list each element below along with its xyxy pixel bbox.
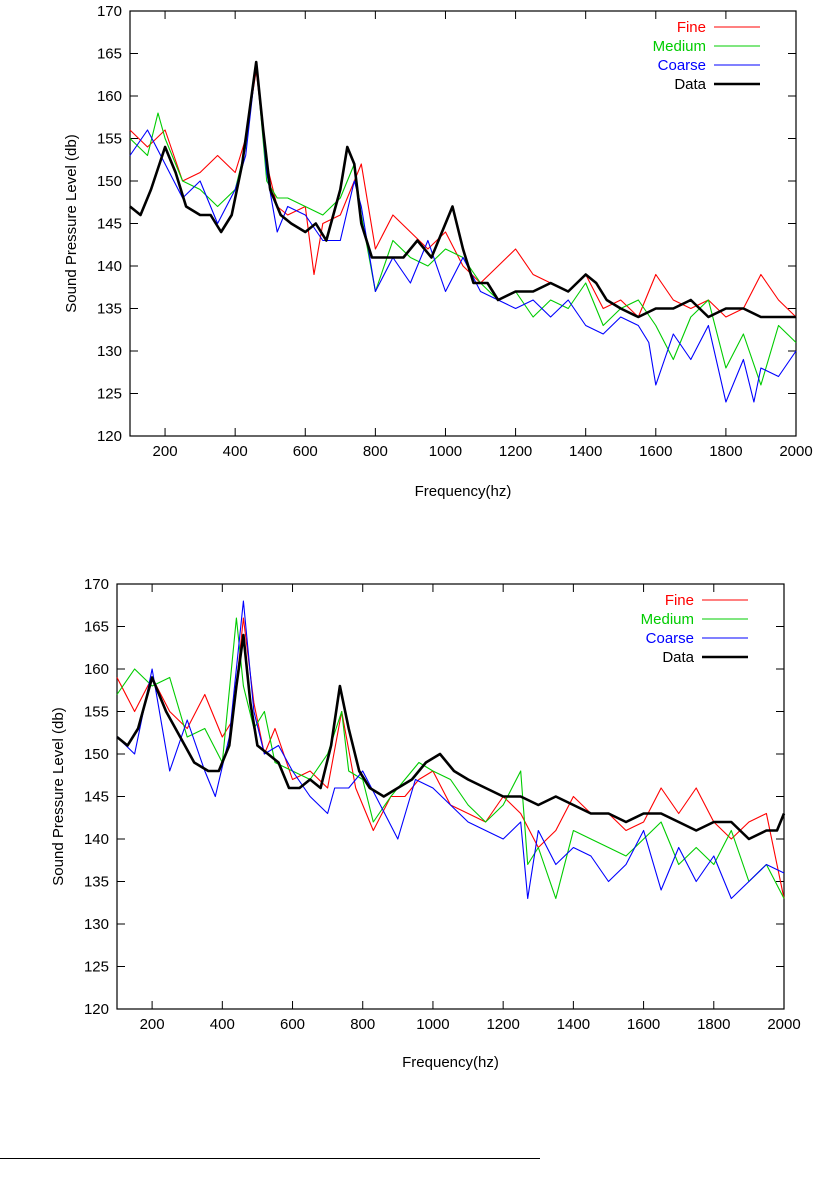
- x-tick-label: 1400: [569, 443, 602, 460]
- y-tick-label: 120: [84, 1001, 109, 1018]
- y-axis-title: Sound Pressure Level (db): [63, 134, 80, 312]
- x-tick-label: 1000: [416, 1016, 449, 1033]
- y-tick-label: 125: [84, 959, 109, 976]
- legend-label-fine: Fine: [665, 592, 694, 609]
- series-line-medium: [129, 61, 797, 386]
- x-tick-label: 1000: [429, 443, 462, 460]
- y-tick-label: 160: [84, 661, 109, 678]
- x-tick-label: 400: [210, 1016, 235, 1033]
- y-tick-label: 170: [97, 3, 122, 20]
- y-tick-label: 135: [84, 874, 109, 891]
- y-tick-label: 145: [97, 216, 122, 233]
- x-tick-label: 1400: [557, 1016, 590, 1033]
- x-axis-title: Frequency(hz): [415, 483, 512, 500]
- plot-frame: [116, 583, 785, 1010]
- series-line-fine: [129, 69, 797, 318]
- y-tick-label: 150: [84, 746, 109, 763]
- series-line-data: [116, 633, 786, 841]
- x-tick-label: 800: [363, 443, 388, 460]
- x-tick-label: 1600: [639, 443, 672, 460]
- y-tick-label: 120: [97, 428, 122, 445]
- legend-label-coarse: Coarse: [658, 57, 706, 74]
- chart-1: 120 125 130 135 140 145 150 155 160 165 170 200 400 6…: [63, 3, 813, 500]
- x-tick-label: 600: [293, 443, 318, 460]
- x-tick-label: 1600: [627, 1016, 660, 1033]
- y-tick-label: 150: [97, 173, 122, 190]
- x-tick-label: 600: [280, 1016, 305, 1033]
- y-tick-label: 145: [84, 789, 109, 806]
- legend-label-fine: Fine: [677, 19, 706, 36]
- y-tick-label: 125: [97, 386, 122, 403]
- y-tick-label: 135: [97, 301, 122, 318]
- chart-2: 120 125 130 135 140 145 150 155 160 165 170 200 400 6…: [50, 576, 801, 1071]
- legend-label-coarse: Coarse: [646, 630, 694, 647]
- x-tick-label: 200: [140, 1016, 165, 1033]
- legend-label-medium: Medium: [653, 38, 706, 55]
- footnote-rule: [0, 1158, 540, 1159]
- y-tick-label: 165: [84, 619, 109, 636]
- x-tick-label: 200: [153, 443, 178, 460]
- x-tick-label: 2000: [779, 443, 812, 460]
- legend-label-data: Data: [662, 649, 694, 666]
- series-line-data: [129, 60, 796, 319]
- legend-label-medium: Medium: [641, 611, 694, 628]
- y-tick-label: 155: [84, 704, 109, 721]
- x-tick-label: 400: [223, 443, 248, 460]
- y-tick-label: 140: [97, 258, 122, 275]
- series-line-coarse: [129, 61, 797, 403]
- y-tick-label: 170: [84, 576, 109, 593]
- x-tick-label: 800: [350, 1016, 375, 1033]
- x-tick-label: 1200: [499, 443, 532, 460]
- plot-frame: [129, 10, 797, 437]
- x-tick-label: 2000: [767, 1016, 800, 1033]
- y-tick-label: 130: [97, 343, 122, 360]
- legend-label-data: Data: [674, 76, 706, 93]
- x-tick-label: 1200: [486, 1016, 519, 1033]
- x-tick-label: 1800: [709, 443, 742, 460]
- y-tick-label: 130: [84, 916, 109, 933]
- y-tick-label: 155: [97, 131, 122, 148]
- y-axis-title: Sound Pressure Level (db): [50, 707, 67, 885]
- x-tick-label: 1800: [697, 1016, 730, 1033]
- y-tick-label: 160: [97, 88, 122, 105]
- y-tick-label: 165: [97, 46, 122, 63]
- y-tick-label: 140: [84, 831, 109, 848]
- x-axis-title: Frequency(hz): [402, 1054, 499, 1071]
- series-line-medium: [116, 617, 785, 900]
